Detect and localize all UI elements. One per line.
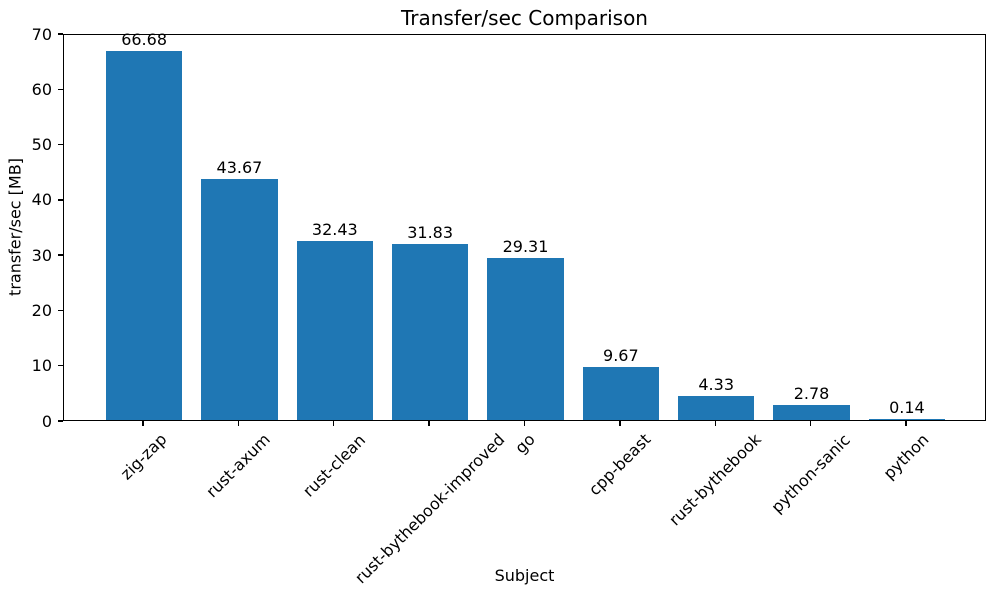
- x-axis-tick-label: rust-bythebook: [665, 429, 766, 530]
- y-axis-tick-label: 50: [31, 135, 52, 155]
- chart-title: Transfer/sec Comparison: [401, 6, 648, 30]
- bar-value-label: 2.78: [793, 383, 830, 403]
- y-axis-tick-label: 30: [31, 245, 52, 265]
- y-axis-tick-mark: [58, 365, 63, 367]
- y-axis-tick-mark: [58, 254, 63, 256]
- bar-rust-axum: [201, 178, 278, 420]
- bar-value-label: 43.67: [216, 157, 263, 177]
- x-axis-tick-label: zig-zap: [116, 429, 171, 484]
- x-axis-tick-mark: [333, 421, 335, 426]
- y-axis-tick-mark: [58, 309, 63, 312]
- y-axis-label: transfer/sec [MB]: [5, 158, 25, 296]
- plot-area: 66.68 43.67 32.43 31.83 29.31 9.67 4.33 2.78 0.1…: [63, 30, 986, 421]
- bar-rust-bythebook-improved: [392, 244, 469, 420]
- x-axis-tick-label: go: [510, 430, 539, 458]
- x-axis-tick-mark: [523, 421, 526, 426]
- y-axis-tick-label: 10: [31, 356, 52, 376]
- bar-go: [487, 257, 564, 420]
- x-axis-label: Subject: [494, 566, 555, 585]
- bar-cpp-beast: [582, 366, 659, 420]
- x-axis-tick-mark: [619, 421, 621, 426]
- y-axis-tick-label: 20: [31, 300, 52, 320]
- bar-rust-clean: [296, 240, 373, 420]
- bar-rust-bythebook: [678, 396, 755, 420]
- bar-value-label: 66.68: [121, 30, 167, 50]
- bar-value-label: 0.14: [889, 398, 925, 418]
- x-axis-tick-label: rust-axum: [202, 429, 275, 502]
- x-axis-tick-mark: [237, 421, 240, 426]
- bar-value-label: 31.83: [407, 223, 454, 243]
- x-axis-tick-label: cpp-beast: [585, 429, 655, 500]
- y-axis-tick-mark: [58, 33, 63, 35]
- y-axis-tick-mark: [58, 88, 63, 90]
- y-axis-tick-label: 60: [31, 79, 52, 99]
- y-axis-tick-label: 70: [31, 24, 52, 44]
- bar-value-label: 9.67: [603, 345, 639, 365]
- bar-value-label: 32.43: [311, 219, 358, 239]
- y-axis-tick-label: 40: [31, 190, 52, 210]
- x-axis-tick-label: rust-bythebook-improved: [350, 429, 509, 588]
- x-axis-tick-mark: [142, 421, 144, 426]
- x-axis-tick-mark: [428, 421, 430, 426]
- y-axis-tick-mark: [58, 199, 63, 201]
- bar-value-label: 4.33: [698, 375, 734, 395]
- bar-python: [868, 419, 946, 420]
- y-axis-tick-mark: [58, 420, 63, 422]
- bar-zig-zap: [105, 51, 183, 420]
- x-axis-tick-mark: [905, 421, 907, 426]
- x-axis-tick-label: python-sanic: [767, 429, 854, 517]
- x-axis-tick-mark: [714, 421, 716, 426]
- x-axis-tick-label: rust-clean: [298, 429, 369, 501]
- y-axis-tick-mark: [58, 143, 63, 146]
- bar-python-sanic: [773, 404, 850, 420]
- y-axis-tick-label: 0: [41, 411, 52, 431]
- x-axis-tick-mark: [809, 421, 812, 426]
- x-axis-tick-label: python: [879, 430, 933, 484]
- bar-value-label: 29.31: [502, 236, 549, 256]
